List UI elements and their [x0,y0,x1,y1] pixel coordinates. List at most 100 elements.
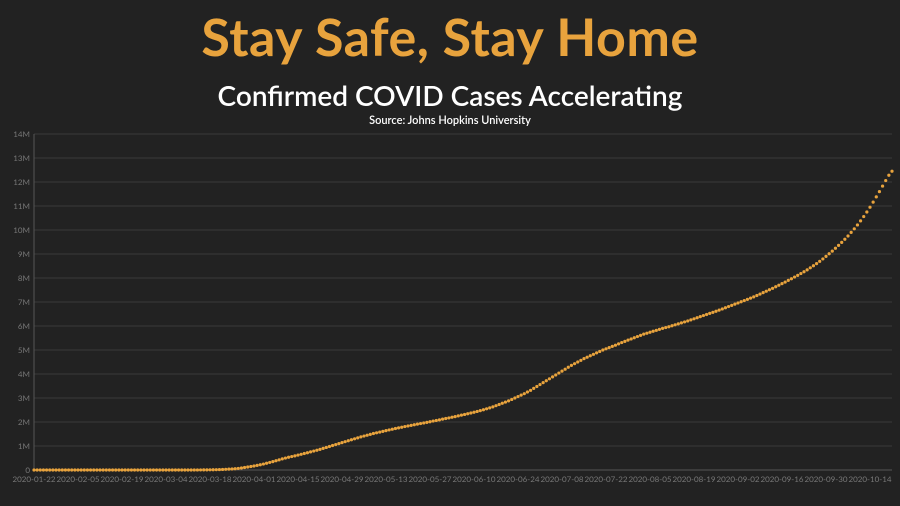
data-point [362,434,365,437]
data-point [196,468,199,471]
data-point [859,219,862,222]
data-point [447,416,450,419]
data-point [281,457,284,460]
data-point [265,462,268,465]
data-point [887,174,890,177]
data-point [419,422,422,425]
data-point [384,429,387,432]
data-point [80,468,83,471]
data-point [746,298,749,301]
data-point [535,385,538,388]
data-point [76,468,79,471]
data-point [45,468,48,471]
data-point [205,468,208,471]
data-point [639,334,642,337]
data-point [592,353,595,356]
data-point [696,316,699,319]
data-point [721,307,724,310]
data-point [652,330,655,333]
data-point [309,450,312,453]
data-point [491,405,494,408]
data-point [570,364,573,367]
data-point [180,468,183,471]
data-point [410,424,413,427]
data-point [620,341,623,344]
data-point [560,370,563,373]
data-point [796,274,799,277]
data-point [633,336,636,339]
data-point [177,468,180,471]
data-point [290,455,293,458]
data-point [403,425,406,428]
data-point [818,260,821,263]
data-point [812,264,815,267]
data-point [510,398,513,401]
data-point [208,468,211,471]
data-point [856,223,859,226]
data-point [551,375,554,378]
data-point [256,464,259,467]
data-point [617,342,620,345]
data-point [381,430,384,433]
data-point [86,468,89,471]
data-point [328,445,331,448]
data-point [105,468,108,471]
x-tick-label: 2020-07-22 [584,474,627,484]
data-point [359,435,362,438]
data-point [749,297,752,300]
data-point [542,381,545,384]
data-point [70,468,73,471]
data-point [240,466,243,469]
data-point [67,468,70,471]
data-point [450,416,453,419]
data-point [614,344,617,347]
data-point [667,325,670,328]
data-point [705,313,708,316]
chart-svg: 01M2M3M4M5M6M7M8M9M10M11M12M13M14M2020-0… [0,98,900,506]
data-point [828,252,831,255]
data-point [334,443,337,446]
data-point [391,428,394,431]
data-point [507,399,510,402]
data-point [168,468,171,471]
data-point [809,266,812,269]
y-tick-label: 10M [13,225,30,235]
x-tick-label: 2020-05-27 [408,474,451,484]
y-tick-label: 3M [18,393,30,403]
data-point [366,434,369,437]
data-point [677,322,680,325]
data-point [224,468,227,471]
x-tick-label: 2020-03-18 [188,474,231,484]
data-point [648,331,651,334]
data-point [658,328,661,331]
data-point [218,468,221,471]
data-point [501,402,504,405]
y-tick-label: 14M [13,129,30,139]
data-point [174,468,177,471]
data-point [790,277,793,280]
data-point [186,468,189,471]
data-point [642,333,645,336]
data-point [711,311,714,314]
data-point [488,406,491,409]
data-point [36,468,39,471]
data-point [149,468,152,471]
data-point [120,468,123,471]
data-point [846,234,849,237]
data-point [689,318,692,321]
data-point [802,270,805,273]
data-point [271,460,274,463]
data-point [576,360,579,363]
data-point [740,300,743,303]
y-tick-label: 11M [13,201,30,211]
data-point [821,257,824,260]
x-tick-label: 2020-09-02 [716,474,759,484]
data-point [604,347,607,350]
x-tick-label: 2020-06-10 [452,474,495,484]
chart-area: 01M2M3M4M5M6M7M8M9M10M11M12M13M14M2020-0… [0,98,900,506]
data-point [714,310,717,313]
series-points [32,170,893,472]
data-point [762,291,765,294]
data-point [347,439,350,442]
data-point [645,332,648,335]
